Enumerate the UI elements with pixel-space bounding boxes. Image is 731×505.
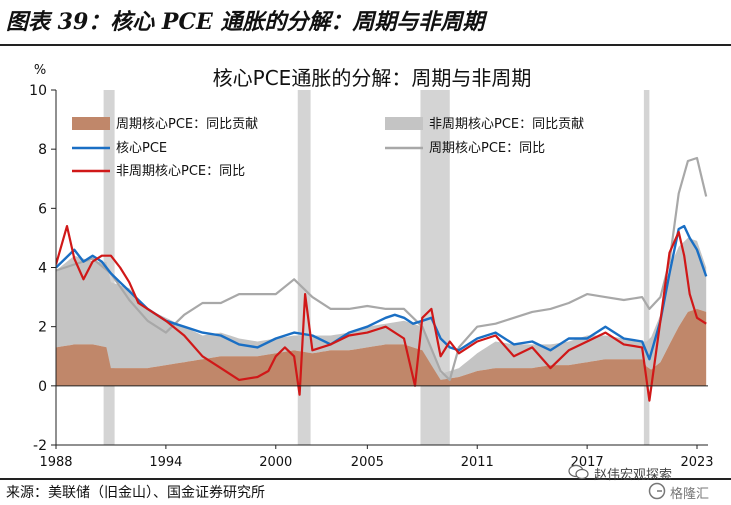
- cyclical-pce-line: [56, 225, 707, 402]
- y-tick-label: 4: [38, 261, 47, 277]
- watermark: 赵伟宏观探索 格隆汇: [560, 460, 725, 502]
- title-rule: [0, 44, 731, 46]
- core-pce-line: [56, 224, 708, 361]
- legend-label: 非周期核心PCE：同比: [116, 164, 245, 179]
- recession-band: [643, 90, 650, 445]
- gelonghui-logo-icon: [648, 482, 666, 500]
- y-tick-label: -2: [33, 438, 47, 454]
- recession-bands: [103, 90, 650, 445]
- watermark-brand: 格隆汇: [670, 487, 710, 502]
- y-tick-label: 8: [38, 142, 47, 158]
- legend-swatch: [385, 117, 423, 130]
- x-tick-label: 1994: [149, 455, 182, 470]
- wechat-icon: [568, 464, 589, 480]
- x-tick-label: 2005: [351, 455, 384, 470]
- y-tick-label: 2: [38, 320, 47, 336]
- legend-label: 周期核心PCE：同比贡献: [116, 117, 258, 132]
- footer-rule: [0, 478, 731, 480]
- chart-title: 核心PCE通胀的分解：周期与非周期: [213, 66, 532, 90]
- acyclical-contribution-area: [56, 237, 707, 380]
- x-tick-label: 2023: [680, 455, 713, 470]
- recession-band: [103, 90, 115, 445]
- y-tick-label: 10: [29, 83, 47, 99]
- y-axis-unit: %: [34, 63, 46, 78]
- x-tick-label: 2000: [259, 455, 292, 470]
- x-tick-label: 1988: [39, 455, 72, 470]
- legend-swatch: [72, 117, 110, 130]
- y-tick-label: 6: [38, 201, 47, 217]
- legend-label: 周期核心PCE：同比: [429, 141, 545, 156]
- legend-label: 核心PCE: [116, 141, 167, 156]
- y-tick-label: 0: [38, 379, 47, 395]
- line-series: [56, 156, 708, 402]
- x-tick-label: 2011: [461, 455, 494, 470]
- watermark-text: 赵伟宏观探索: [594, 468, 673, 483]
- figure-title: 图表 39：核心 PCE 通胀的分解：周期与非周期: [6, 9, 485, 35]
- legend-label: 非周期核心PCE：同比贡献: [429, 117, 584, 132]
- source-note: 来源：美联储（旧金山）、国金证券研究所: [6, 485, 265, 501]
